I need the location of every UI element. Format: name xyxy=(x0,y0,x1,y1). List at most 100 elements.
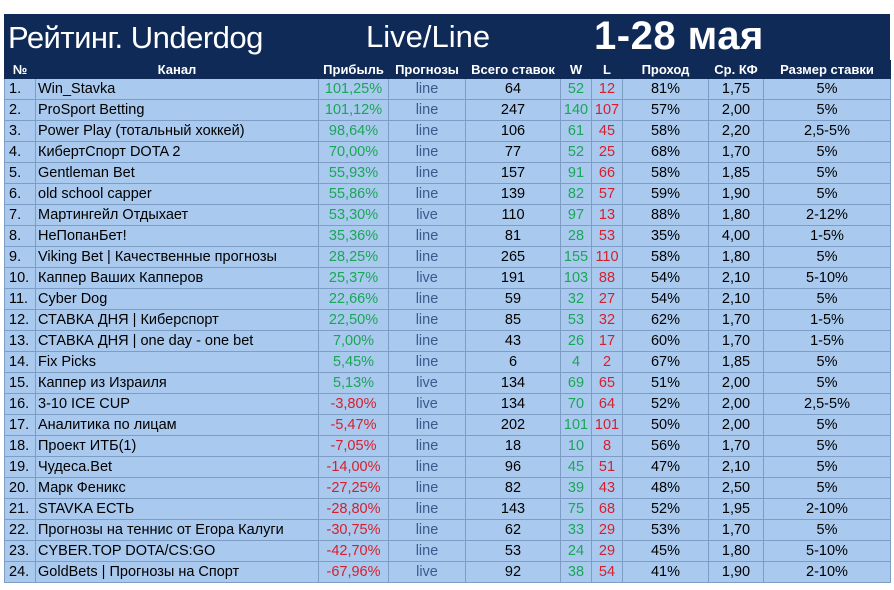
channel-name: Fix Picks xyxy=(35,351,319,373)
page-title: Рейтинг. Underdog xyxy=(8,20,263,55)
losses-cell: 101 xyxy=(591,414,623,436)
channel-name: STAVKA ЕСТЬ xyxy=(35,498,319,520)
channel-name: Марк Феникс xyxy=(35,477,319,499)
table-row: 9. Viking Bet | Качественные прогнозы 28,2… xyxy=(4,246,891,268)
wins-cell: 39 xyxy=(560,477,592,499)
forecast-type-cell: line xyxy=(388,498,466,520)
stake-size-cell: 2,5-5% xyxy=(763,120,891,142)
table-row: 20. Марк Феникс -27,25% line 82 39 43 48% 2,50 5% xyxy=(4,477,891,499)
wins-cell: 10 xyxy=(560,435,592,457)
channel-name: НеПопанБет! xyxy=(35,225,319,247)
profit-cell: -5,47% xyxy=(318,414,389,436)
row-number: 9. xyxy=(4,246,36,268)
table-row: 24. GoldBets | Прогнозы на Спорт -67,96% li… xyxy=(4,561,891,583)
col-header-avg-odds: Ср. КФ xyxy=(708,60,764,79)
row-number: 14. xyxy=(4,351,36,373)
profit-cell: -7,05% xyxy=(318,435,389,457)
channel-name: 3-10 ICE CUP xyxy=(35,393,319,415)
wins-cell: 70 xyxy=(560,393,592,415)
table-row: 19. Чудеса.Bet -14,00% line 96 45 51 47% 2,10 5% xyxy=(4,456,891,478)
stake-size-cell: 1-5% xyxy=(763,330,891,352)
pass-rate-cell: 54% xyxy=(622,267,709,289)
losses-cell: 107 xyxy=(591,99,623,121)
table-row: 17. Аналитика по лицам -5,47% line 202 101 101… xyxy=(4,414,891,436)
forecast-type-cell: line xyxy=(388,141,466,163)
forecast-type-cell: line xyxy=(388,540,466,562)
profit-cell: 55,86% xyxy=(318,183,389,205)
losses-cell: 2 xyxy=(591,351,623,373)
total-bets-cell: 43 xyxy=(465,330,561,352)
total-bets-cell: 265 xyxy=(465,246,561,268)
profit-cell: -14,00% xyxy=(318,456,389,478)
mode-label: Live/Line xyxy=(366,19,491,54)
wins-cell: 28 xyxy=(560,225,592,247)
avg-odds-cell: 2,00 xyxy=(708,99,764,121)
row-number: 18. xyxy=(4,435,36,457)
pass-rate-cell: 57% xyxy=(622,99,709,121)
row-number: 6. xyxy=(4,183,36,205)
table-row: 8. НеПопанБет! 35,36% line 81 28 53 35% 4,00 1-5% xyxy=(4,225,891,247)
row-number: 21. xyxy=(4,498,36,520)
table-row: 23. CYBER.TOP DOTA/CS:GO -42,70% line 53 24 29… xyxy=(4,540,891,562)
profit-cell: 5,45% xyxy=(318,351,389,373)
table-row: 21. STAVKA ЕСТЬ -28,80% line 143 75 68 52% 1,95 2… xyxy=(4,498,891,520)
forecast-type-cell: line xyxy=(388,246,466,268)
profit-cell: 25,37% xyxy=(318,267,389,289)
profit-cell: 55,93% xyxy=(318,162,389,184)
losses-cell: 57 xyxy=(591,183,623,205)
row-number: 17. xyxy=(4,414,36,436)
channel-name: Аналитика по лицам xyxy=(35,414,319,436)
stake-size-cell: 5% xyxy=(763,141,891,163)
avg-odds-cell: 1,75 xyxy=(708,78,764,100)
avg-odds-cell: 1,85 xyxy=(708,351,764,373)
avg-odds-cell: 2,10 xyxy=(708,288,764,310)
losses-cell: 110 xyxy=(591,246,623,268)
losses-cell: 29 xyxy=(591,519,623,541)
table-row: 4. КибертСпорт DOTA 2 70,00% line 77 52 25 68% 1… xyxy=(4,141,891,163)
channel-name: КибертСпорт DOTA 2 xyxy=(35,141,319,163)
profit-cell: 28,25% xyxy=(318,246,389,268)
channel-name: СТАВКА ДНЯ | one day - one bet xyxy=(35,330,319,352)
total-bets-cell: 6 xyxy=(465,351,561,373)
forecast-type-cell: line xyxy=(388,351,466,373)
total-bets-cell: 77 xyxy=(465,141,561,163)
col-header-wins: W xyxy=(560,60,592,79)
avg-odds-cell: 1,90 xyxy=(708,183,764,205)
channel-name: ProSport Betting xyxy=(35,99,319,121)
stake-size-cell: 2-12% xyxy=(763,204,891,226)
stake-size-cell: 5% xyxy=(763,99,891,121)
avg-odds-cell: 4,00 xyxy=(708,225,764,247)
stake-size-cell: 5% xyxy=(763,78,891,100)
stake-size-cell: 5% xyxy=(763,372,891,394)
forecast-type-cell: line xyxy=(388,288,466,310)
col-header-total-bets: Всего ставок xyxy=(465,60,561,79)
losses-cell: 64 xyxy=(591,393,623,415)
col-header-losses: L xyxy=(591,60,623,79)
stake-size-cell: 5% xyxy=(763,246,891,268)
stake-size-cell: 5% xyxy=(763,414,891,436)
profit-cell: 35,36% xyxy=(318,225,389,247)
forecast-type-cell: line xyxy=(388,519,466,541)
losses-cell: 54 xyxy=(591,561,623,583)
stake-size-cell: 2-10% xyxy=(763,498,891,520)
avg-odds-cell: 1,70 xyxy=(708,309,764,331)
row-number: 1. xyxy=(4,78,36,100)
losses-cell: 51 xyxy=(591,456,623,478)
channel-name: Мартингейл Отдыхает xyxy=(35,204,319,226)
pass-rate-cell: 47% xyxy=(622,456,709,478)
profit-cell: 53,30% xyxy=(318,204,389,226)
stake-size-cell: 5% xyxy=(763,351,891,373)
profit-cell: 7,00% xyxy=(318,330,389,352)
stake-size-cell: 5% xyxy=(763,183,891,205)
row-number: 2. xyxy=(4,99,36,121)
wins-cell: 38 xyxy=(560,561,592,583)
pass-rate-cell: 41% xyxy=(622,561,709,583)
table-header-row: № Канал Прибыль Прогнозы Всего ставок W … xyxy=(4,60,891,79)
pass-rate-cell: 81% xyxy=(622,78,709,100)
table-row: 18. Проект ИТБ(1) -7,05% line 18 10 8 56% 1,70 5% xyxy=(4,435,891,457)
pass-rate-cell: 54% xyxy=(622,288,709,310)
wins-cell: 75 xyxy=(560,498,592,520)
forecast-type-cell: live xyxy=(388,561,466,583)
wins-cell: 61 xyxy=(560,120,592,142)
wins-cell: 91 xyxy=(560,162,592,184)
